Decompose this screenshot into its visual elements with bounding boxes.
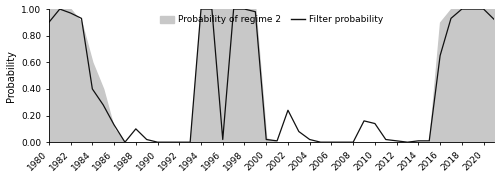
Filter probability [492,19,498,21]
Filter probability [122,141,128,143]
Y-axis label: Probability: Probability [6,50,16,102]
Legend: Probability of regime 2, Filter probability: Probability of regime 2, Filter probabil… [158,14,384,26]
Filter probability [187,141,193,143]
Filter probability [100,104,106,106]
Filter probability [68,12,73,14]
Filter probability [78,17,84,19]
Filter probability [372,122,378,125]
Filter probability [56,8,62,10]
Filter probability [220,138,226,141]
Filter probability [46,21,52,23]
Filter probability [252,11,258,13]
Filter probability [154,141,160,143]
Filter probability [144,138,150,141]
Filter probability [383,138,389,141]
Filter probability [350,141,356,143]
Filter probability [480,8,486,10]
Line: Filter probability: Filter probability [49,9,494,142]
Filter probability [459,8,465,10]
Filter probability [296,130,302,133]
Filter probability [176,141,182,143]
Filter probability [340,141,345,143]
Filter probability [166,141,172,143]
Filter probability [328,141,334,143]
Filter probability [361,120,367,122]
Filter probability [285,109,291,111]
Filter probability [263,138,269,141]
Filter probability [448,17,454,19]
Filter probability [242,8,248,10]
Filter probability [209,8,215,10]
Filter probability [306,138,312,141]
Filter probability [426,140,432,142]
Filter probability [394,140,400,142]
Filter probability [470,8,476,10]
Filter probability [318,141,324,143]
Filter probability [404,141,410,143]
Filter probability [111,124,117,126]
Filter probability [416,140,422,142]
Filter probability [90,88,96,90]
Filter probability [274,140,280,142]
Filter probability [230,8,236,10]
Filter probability [437,55,443,57]
Filter probability [133,128,139,130]
Filter probability [198,8,204,10]
